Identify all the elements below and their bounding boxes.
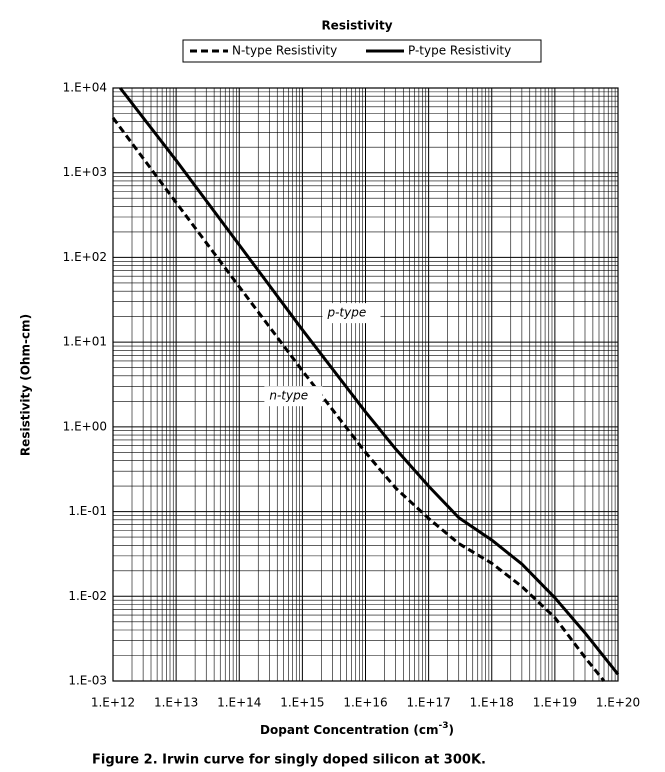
y-axis-label: Resistivity (Ohm-cm) (19, 314, 33, 456)
legend-box (182, 39, 542, 63)
plot-frame (112, 87, 619, 682)
y-tick-label: 1.E+02 (63, 250, 107, 264)
y-tick-label: 1.E-03 (68, 674, 107, 688)
x-tick-label: 1.E+17 (406, 696, 450, 710)
y-tick-label: 1.E+03 (63, 165, 107, 179)
x-tick-label: 1.E+12 (91, 696, 135, 710)
x-tick-label: 1.E+20 (596, 696, 640, 710)
x-tick-label: 1.E+13 (154, 696, 198, 710)
annotation: p-type (322, 303, 381, 324)
x-axis-label-main: Dopant Concentration (cm (260, 723, 438, 737)
y-tick-label: 1.E-02 (68, 589, 107, 603)
series-line (111, 116, 606, 682)
legend-label: P-type Resistivity (408, 44, 511, 58)
legend-label: N-type Resistivity (232, 44, 337, 58)
caption: Figure 2. Irwin curve for singly doped s… (92, 753, 486, 768)
x-tick-label: 1.E+19 (533, 696, 577, 710)
annotation-box (322, 303, 381, 324)
x-tick-label: 1.E+15 (280, 696, 324, 710)
chart-title: Resistivity (321, 19, 392, 33)
series-line (119, 87, 620, 676)
y-tick-label: 1.E+00 (63, 419, 107, 433)
x-axis-label-end: ) (448, 723, 453, 737)
y-tick-label: 1.E-01 (68, 504, 107, 518)
y-tick-label: 1.E+01 (63, 335, 107, 349)
annotation-text: p-type (326, 306, 366, 320)
x-tick-label: 1.E+16 (343, 696, 387, 710)
x-tick-label: 1.E+18 (470, 696, 514, 710)
annotation-box (264, 386, 323, 407)
x-axis-label: Dopant Concentration (cm-3) (260, 721, 454, 737)
annotation: n-type (264, 386, 323, 407)
x-tick-label: 1.E+14 (217, 696, 261, 710)
annotation-text: n-type (269, 389, 308, 403)
y-tick-label: 1.E+04 (63, 81, 107, 95)
x-axis-label-sup: -3 (438, 721, 448, 731)
